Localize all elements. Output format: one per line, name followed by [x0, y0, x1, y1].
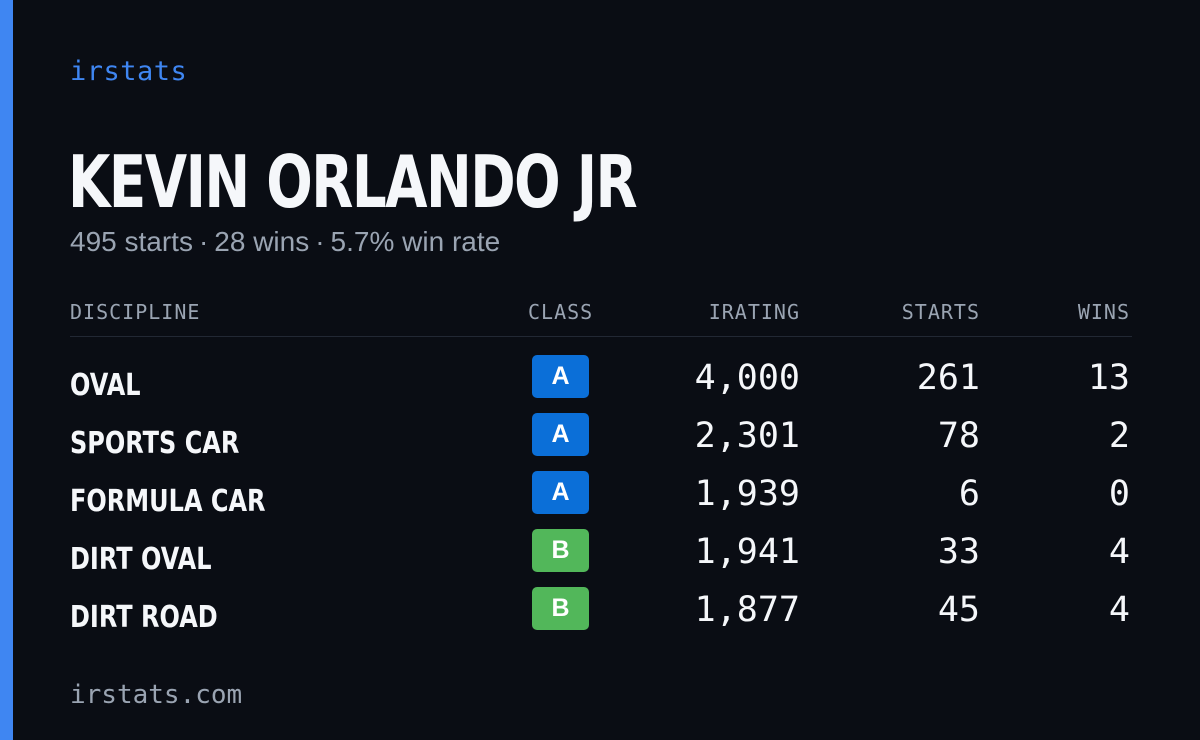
header-discipline: DISCIPLINE [70, 300, 201, 324]
cell-discipline: SPORTS CAR [70, 426, 240, 461]
table-row: DIRT OVAL B 1,941 33 4 [70, 528, 1132, 586]
cell-wins: 13 [1087, 358, 1130, 398]
summary-starts: 495 starts [70, 226, 193, 257]
career-summary: 495 starts · 28 wins · 5.7% win rate [70, 226, 500, 258]
cell-starts: 6 [958, 474, 980, 514]
header-wins: WINS [1077, 300, 1130, 324]
table-body: OVAL A 4,000 261 13 SPORTS CAR A 2,301 7… [70, 354, 1132, 644]
summary-separator: · [198, 226, 209, 257]
cell-discipline: DIRT ROAD [70, 600, 218, 635]
cell-irating: 2,301 [694, 416, 800, 456]
cell-wins: 2 [1108, 416, 1130, 456]
cell-starts: 33 [937, 532, 980, 572]
class-badge: A [532, 355, 589, 398]
cell-irating: 1,941 [694, 532, 800, 572]
driver-name: KEVIN ORLANDO JR [68, 140, 638, 224]
cell-irating: 1,877 [694, 590, 800, 630]
cell-wins: 4 [1108, 590, 1130, 630]
accent-bar [0, 0, 13, 740]
class-badge: A [532, 471, 589, 514]
table-row: OVAL A 4,000 261 13 [70, 354, 1132, 412]
header-class: CLASS [528, 300, 594, 324]
summary-separator: · [315, 226, 325, 257]
discipline-stats-table: DISCIPLINE CLASS IRATING STARTS WINS OVA… [70, 296, 1132, 635]
table-row: FORMULA CAR A 1,939 6 0 [70, 470, 1132, 528]
cell-starts: 78 [937, 416, 980, 456]
cell-starts: 45 [937, 590, 980, 630]
header-starts: STARTS [901, 300, 980, 324]
cell-irating: 4,000 [694, 358, 800, 398]
class-badge: B [532, 529, 589, 572]
cell-wins: 4 [1108, 532, 1130, 572]
cell-discipline: FORMULA CAR [70, 484, 266, 519]
brand-logo-text[interactable]: irstats [70, 56, 188, 87]
table-row: SPORTS CAR A 2,301 78 2 [70, 412, 1132, 470]
summary-wins: 28 wins [214, 226, 310, 257]
cell-discipline: OVAL [70, 368, 141, 403]
cell-irating: 1,939 [694, 474, 800, 514]
header-irating: IRATING [708, 300, 800, 324]
footer-url[interactable]: irstats.com [70, 680, 243, 710]
class-badge: A [532, 413, 589, 456]
cell-wins: 0 [1108, 474, 1130, 514]
class-badge: B [532, 587, 589, 630]
cell-discipline: DIRT OVAL [70, 542, 212, 577]
table-header-row: DISCIPLINE CLASS IRATING STARTS WINS [70, 296, 1132, 337]
summary-win-rate: 5.7% win rate [330, 226, 501, 257]
table-row: DIRT ROAD B 1,877 45 4 [70, 586, 1132, 644]
cell-starts: 261 [916, 358, 980, 398]
